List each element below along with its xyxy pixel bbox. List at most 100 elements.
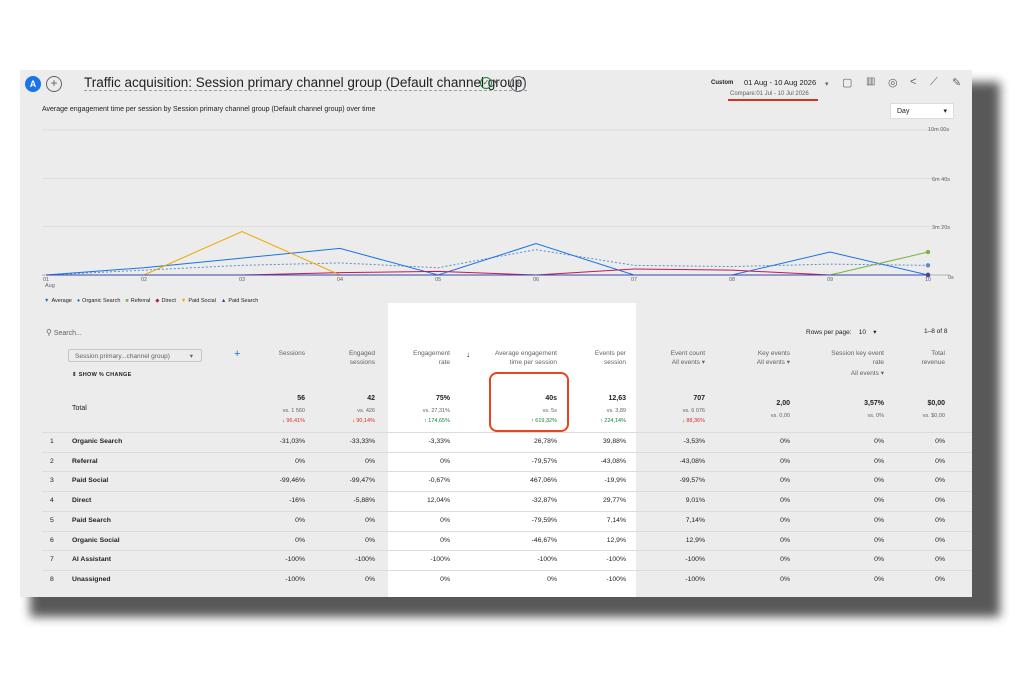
channel-name[interactable]: Referral (72, 457, 98, 465)
table-cell: 0% (780, 457, 790, 465)
legend-item[interactable]: ▼ Average (44, 298, 72, 304)
column-header[interactable]: Engagement rate (380, 349, 450, 367)
series-line-direct[interactable] (46, 268, 928, 276)
add-dimension-button[interactable]: + (234, 348, 241, 360)
legend-item[interactable]: ▲ Paid Search (221, 298, 258, 304)
legend-item[interactable]: ▼ Paid Social (181, 298, 216, 304)
column-header-line1: Average engagement (494, 350, 557, 357)
table-cell: 0% (440, 536, 450, 544)
check-circle-icon[interactable]: ✓ (480, 77, 492, 89)
table-cell: 0% (365, 516, 375, 524)
table-cell: 0% (780, 477, 790, 485)
legend-item[interactable]: ■ Referral (125, 298, 150, 304)
highlight-annotation-box (489, 372, 569, 432)
table-cell: -100% (606, 556, 626, 564)
x-tick-sublabel: Aug (45, 283, 55, 289)
table-cell: 0% (874, 556, 884, 564)
chevron-down-icon[interactable]: ▾ (494, 79, 498, 86)
total-value: 42 (367, 395, 375, 402)
total-comparison: vs. 27,31% (422, 408, 450, 414)
legend-label: Referral (130, 298, 151, 304)
sparkline-icon[interactable]: ⟋ (930, 76, 938, 88)
table-cell: 0% (780, 575, 790, 583)
chevron-down-icon: ▾ (189, 353, 193, 360)
sort-down-arrow-icon[interactable]: ↓ (466, 350, 470, 359)
granularity-select[interactable]: Day ▾ (890, 103, 954, 119)
annotation-underline (728, 99, 818, 101)
table-search[interactable]: ⚲ Search... (46, 328, 82, 337)
share-report-icon[interactable]: ▢ (842, 77, 853, 89)
search-icon: ⚲ (46, 328, 52, 337)
table-cell: 0% (295, 457, 305, 465)
x-tick-label: 09 (827, 277, 834, 283)
total-label: Total (72, 405, 87, 412)
add-comparison-button[interactable]: + (46, 76, 62, 92)
compare-range[interactable]: Compare:01 Jul - 10 Jul 2026 (730, 91, 809, 97)
series-line-referral[interactable] (46, 251, 929, 276)
chevron-down-icon[interactable]: ▾ (873, 329, 877, 336)
date-preset-label[interactable]: Custom (711, 80, 734, 86)
table-cell: 9,01% (685, 497, 705, 505)
row-divider (42, 491, 972, 493)
column-header[interactable]: Event count All events ▾ (625, 349, 705, 367)
table-cell: -0,67% (428, 477, 450, 485)
page-title[interactable]: Traffic acquisition: Session primary cha… (84, 75, 527, 91)
column-header[interactable]: Sessions (235, 349, 305, 358)
table-cell: 0% (780, 438, 790, 445)
legend-label: Average (51, 298, 72, 304)
table-cell: 0% (935, 575, 945, 583)
series-line-average[interactable] (45, 249, 929, 276)
column-header-line1: Session key event (831, 350, 884, 357)
column-header[interactable]: Session key event rate All events ▾ (784, 349, 884, 378)
avatar[interactable]: A (25, 76, 41, 92)
table-cell: 0% (874, 477, 884, 485)
channel-name[interactable]: Organic Social (72, 536, 120, 544)
series-end-point (925, 272, 931, 278)
table-cell: -16% (289, 497, 305, 505)
line-chart (42, 129, 950, 278)
column-header[interactable]: Total revenue (875, 349, 946, 367)
rows-per-page[interactable]: Rows per page: 10 ▾ (806, 328, 877, 336)
legend-item[interactable]: ● Organic Search (77, 298, 121, 304)
channel-name[interactable]: Paid Search (72, 516, 111, 524)
column-header-line2: sessions (349, 359, 375, 366)
channel-name[interactable]: Direct (72, 497, 92, 505)
x-tick-label: 04 (337, 277, 344, 283)
row-divider (42, 530, 972, 532)
column-header[interactable]: Engaged sessions (305, 349, 375, 367)
table-cell: 12,9% (685, 536, 705, 544)
add-report-button[interactable]: + (510, 76, 526, 92)
edit-pencil-icon[interactable]: ✎ (952, 77, 962, 89)
channel-name[interactable]: Organic Search (72, 438, 123, 445)
channel-name[interactable]: Paid Social (72, 477, 109, 485)
rows-per-page-value[interactable]: 10 (858, 329, 866, 336)
column-header[interactable]: Events per session (556, 349, 626, 367)
insights-icon[interactable]: ◎ (888, 77, 898, 89)
table-cell: 0% (874, 457, 884, 465)
total-comparison: vs. 0,00 (770, 413, 790, 419)
table-cell: -3,33% (428, 438, 450, 445)
share-icon[interactable]: < (910, 76, 917, 88)
row-number: 5 (50, 516, 54, 524)
date-dropdown-icon[interactable]: ▾ (825, 81, 829, 88)
table-cell: 12,9% (606, 536, 626, 544)
series-line-organic-search[interactable] (45, 243, 929, 276)
date-range[interactable]: 01 Aug - 10 Aug 2026 (744, 78, 817, 87)
legend-marker: ▼ (44, 298, 50, 304)
total-comparison: vs. 1 560 (282, 408, 305, 414)
legend-item[interactable]: ◆ Direct (155, 298, 176, 304)
dimension-select[interactable]: Session primary...channel group) ▾ (68, 349, 202, 362)
row-number: 2 (50, 457, 54, 465)
channel-name[interactable]: Unassigned (72, 575, 111, 583)
total-change: ↑ 619,32% (531, 418, 557, 424)
total-value: 3,57% (864, 400, 884, 407)
show-change-toggle[interactable]: ⇕ SHOW % CHANGE (72, 372, 132, 378)
search-input[interactable]: Search... (53, 330, 82, 337)
table-cell: -99,57% (679, 477, 705, 485)
pagination-range: 1–8 of 8 (924, 328, 948, 335)
granularity-value: Day (897, 108, 910, 115)
column-header[interactable]: Key events All events ▾ (710, 349, 790, 367)
compare-bars-icon[interactable]: ▥ (866, 76, 876, 87)
column-header[interactable]: Average engagement time per session (447, 349, 557, 367)
channel-name[interactable]: AI Assistant (72, 556, 112, 564)
